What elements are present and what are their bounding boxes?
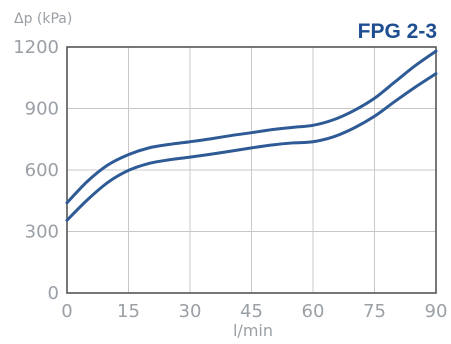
series-line-1: [65, 49, 438, 205]
y-tick-label: 600: [25, 160, 59, 181]
x-tick-label: 75: [363, 301, 386, 322]
y-tick-label: 0: [48, 283, 59, 304]
series-group: [65, 49, 438, 222]
x-tick-label: 45: [240, 301, 263, 322]
y-tick-label: 300: [25, 222, 59, 243]
plot-frame: [66, 46, 437, 294]
y-axis-label: Δp (kPa): [14, 11, 72, 27]
chart-title: FPG 2-3: [358, 20, 437, 43]
x-tick-label: 90: [425, 301, 448, 322]
x-tick-label: 60: [302, 301, 325, 322]
x-tick-label: 30: [179, 301, 202, 322]
y-tick-label: 900: [25, 99, 59, 120]
y-tick-label: 1200: [13, 37, 59, 58]
grid: [67, 47, 436, 293]
x-axis-label: l/min: [233, 321, 273, 340]
series-line-2: [65, 72, 438, 222]
x-tick-label: 15: [117, 301, 140, 322]
x-tick-label: 0: [61, 301, 72, 322]
